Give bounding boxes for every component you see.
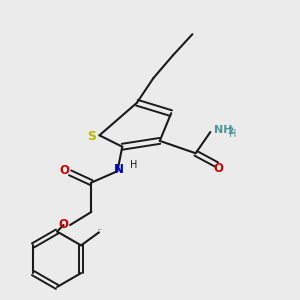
Text: H: H xyxy=(130,160,137,170)
Text: methyl: methyl xyxy=(98,229,103,230)
Text: O: O xyxy=(59,164,69,177)
Text: H: H xyxy=(230,129,237,139)
Text: NH: NH xyxy=(214,125,232,135)
Text: 2: 2 xyxy=(227,127,233,136)
Text: O: O xyxy=(58,218,69,230)
Text: O: O xyxy=(214,162,224,176)
Text: S: S xyxy=(87,130,96,143)
Text: N: N xyxy=(114,163,124,176)
